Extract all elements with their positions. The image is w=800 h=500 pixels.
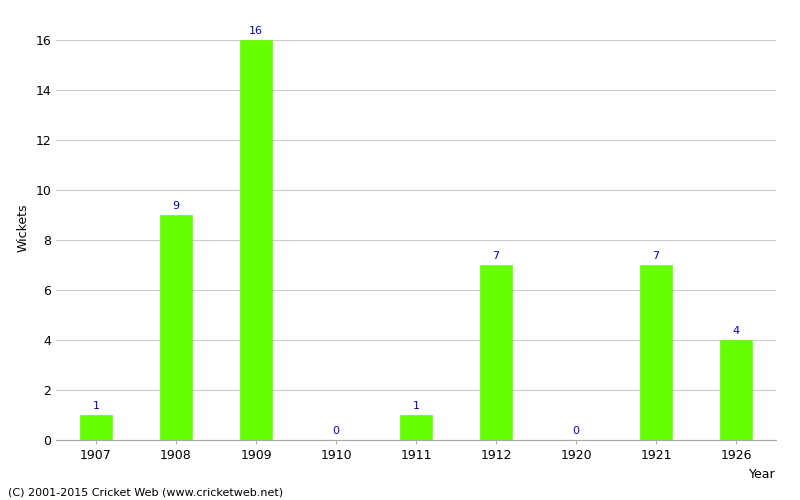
- Text: 9: 9: [173, 201, 179, 211]
- Bar: [240, 40, 272, 440]
- Text: (C) 2001-2015 Cricket Web (www.cricketweb.net): (C) 2001-2015 Cricket Web (www.cricketwe…: [8, 488, 283, 498]
- Text: 4: 4: [733, 326, 739, 336]
- Bar: [640, 265, 672, 440]
- Bar: [80, 415, 112, 440]
- Bar: [480, 265, 512, 440]
- Text: 7: 7: [653, 251, 659, 261]
- Text: 7: 7: [493, 251, 499, 261]
- Bar: [160, 215, 192, 440]
- Text: 1: 1: [413, 401, 419, 411]
- Y-axis label: Wickets: Wickets: [17, 203, 30, 252]
- Bar: [400, 415, 432, 440]
- X-axis label: Year: Year: [750, 468, 776, 480]
- Text: 16: 16: [249, 26, 263, 36]
- Text: 0: 0: [333, 426, 339, 436]
- Bar: [720, 340, 752, 440]
- Text: 1: 1: [93, 401, 99, 411]
- Text: 0: 0: [573, 426, 579, 436]
